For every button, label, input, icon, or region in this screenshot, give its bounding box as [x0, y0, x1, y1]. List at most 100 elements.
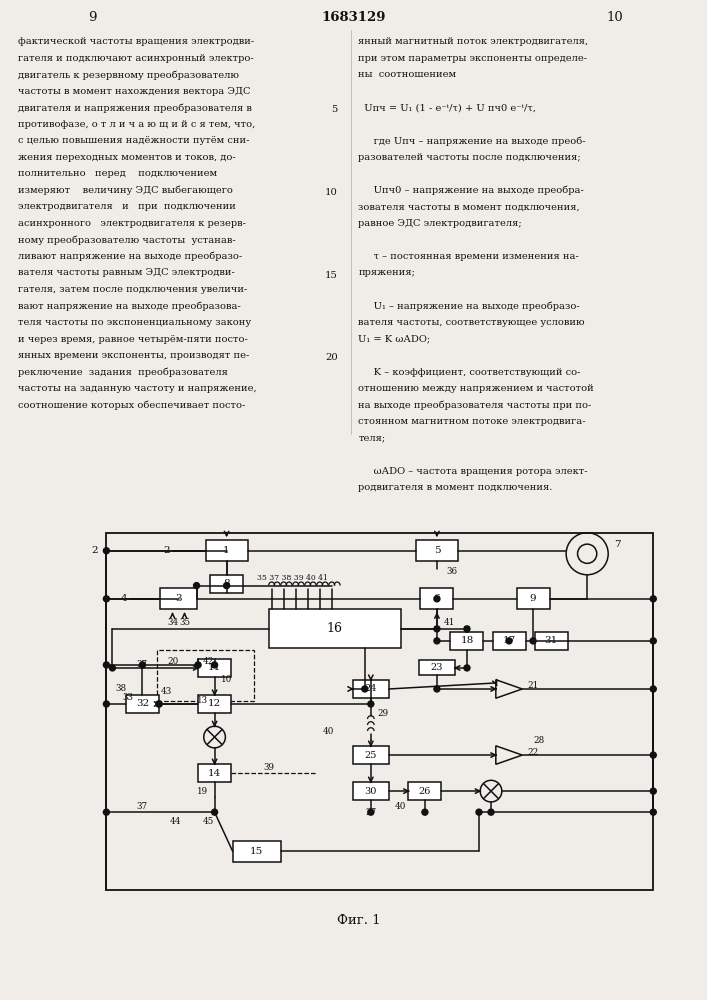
Text: 41: 41 [443, 618, 455, 627]
Text: зователя частоты в момент подключения,: зователя частоты в момент подключения, [358, 202, 580, 211]
Circle shape [103, 701, 110, 707]
Text: при этом параметры экспоненты определе-: при этом параметры экспоненты определе- [358, 54, 588, 63]
Text: 9: 9 [88, 11, 96, 24]
Text: 44: 44 [170, 817, 181, 826]
Text: частоты на заданную частоту и напряжение,: частоты на заданную частоту и напряжение… [18, 384, 257, 393]
Bar [126, 695, 159, 713]
Text: разователей частоты после подключения;: разователей частоты после подключения; [358, 153, 581, 162]
Text: 33: 33 [122, 693, 133, 702]
Bar [534, 632, 568, 650]
Text: ωАDO – частота вращения ротора элект-: ωАDO – частота вращения ротора элект- [358, 467, 588, 476]
Bar [269, 609, 401, 648]
Text: 28: 28 [534, 736, 544, 745]
Text: 3: 3 [175, 594, 182, 603]
Text: 37: 37 [136, 802, 148, 811]
Text: Uпч0 – напряжение на выходе преобра-: Uпч0 – напряжение на выходе преобра- [358, 186, 584, 195]
Text: 45: 45 [203, 817, 214, 826]
Text: фактической частоты вращения электродви-: фактической частоты вращения электродви- [18, 37, 254, 46]
Text: с целью повышения надёжности путём сни-: с целью повышения надёжности путём сни- [18, 136, 249, 145]
Bar [353, 782, 389, 800]
Bar [517, 588, 549, 609]
Text: 8: 8 [223, 579, 230, 588]
Text: электродвигателя   и   при  подключении: электродвигателя и при подключении [18, 202, 235, 211]
Circle shape [362, 686, 368, 692]
Text: теля;: теля; [358, 434, 385, 443]
Text: U₁ = K ωАDO;: U₁ = K ωАDO; [358, 335, 431, 344]
Text: 21: 21 [527, 681, 539, 690]
Circle shape [650, 752, 656, 758]
Circle shape [368, 809, 374, 815]
Text: соотношение которых обеспечивает посто-: соотношение которых обеспечивает посто- [18, 401, 245, 410]
Text: 18: 18 [460, 636, 474, 645]
Circle shape [650, 638, 656, 644]
Bar [198, 695, 231, 713]
Text: янных времени экспоненты, производят пе-: янных времени экспоненты, производят пе- [18, 351, 249, 360]
Text: полнительно   перед    подключением: полнительно перед подключением [18, 169, 217, 178]
Circle shape [103, 662, 110, 668]
Text: теля частоты по экспоненциальному закону: теля частоты по экспоненциальному закону [18, 318, 251, 327]
Text: 22: 22 [527, 748, 539, 757]
Text: 20: 20 [325, 353, 338, 362]
Circle shape [650, 809, 656, 815]
Bar [353, 746, 389, 764]
Circle shape [139, 662, 146, 668]
Text: измеряют    величину ЭДС выбегающего: измеряют величину ЭДС выбегающего [18, 186, 233, 195]
Text: 35 37 38 39 40 41: 35 37 38 39 40 41 [257, 574, 328, 582]
Text: стоянном магнитном потоке электродвига-: стоянном магнитном потоке электродвига- [358, 417, 586, 426]
Text: янный магнитный поток электродвигателя,: янный магнитный поток электродвигателя, [358, 37, 588, 46]
Text: 15: 15 [250, 847, 263, 856]
Circle shape [195, 662, 201, 668]
Text: 29: 29 [378, 709, 388, 718]
Text: Фиг. 1: Фиг. 1 [337, 914, 380, 927]
Circle shape [103, 596, 110, 602]
Text: вают напряжение на выходе преобразова-: вают напряжение на выходе преобразова- [18, 301, 240, 311]
Text: 5: 5 [433, 546, 440, 555]
Circle shape [650, 596, 656, 602]
Circle shape [194, 583, 199, 589]
Text: 13: 13 [197, 696, 208, 705]
Text: вателя частоты равным ЭДС электродви-: вателя частоты равным ЭДС электродви- [18, 268, 235, 277]
Text: 7: 7 [614, 540, 621, 549]
Text: 23: 23 [431, 663, 443, 672]
Text: двигатель к резервному преобразователю: двигатель к резервному преобразователю [18, 70, 239, 80]
Text: 26: 26 [419, 787, 431, 796]
Text: 40: 40 [395, 802, 407, 811]
Text: 11: 11 [208, 663, 221, 672]
Bar [409, 782, 441, 800]
Text: 36: 36 [446, 567, 457, 576]
Bar [198, 764, 231, 782]
Text: 42: 42 [203, 657, 214, 666]
Text: 35: 35 [179, 618, 190, 627]
Text: 37: 37 [136, 660, 148, 669]
Text: U₁ – напряжение на выходе преобразо-: U₁ – напряжение на выходе преобразо- [358, 301, 580, 311]
Text: частоты в момент нахождения вектора ЭДС: частоты в момент нахождения вектора ЭДС [18, 87, 250, 96]
Text: 1: 1 [223, 546, 230, 555]
Circle shape [434, 686, 440, 692]
Text: τ – постоянная времени изменения на-: τ – постоянная времени изменения на- [358, 252, 579, 261]
Text: 39: 39 [263, 763, 274, 772]
Text: 25: 25 [365, 751, 377, 760]
Circle shape [103, 809, 110, 815]
Bar [419, 660, 455, 675]
Circle shape [368, 701, 374, 707]
Circle shape [211, 662, 218, 668]
Text: 4: 4 [121, 594, 128, 603]
Text: равное ЭДС электродвигателя;: равное ЭДС электродвигателя; [358, 219, 522, 228]
Text: 32: 32 [136, 699, 149, 708]
Text: 10: 10 [607, 11, 624, 24]
Text: Uпч = U₁ (1 - e⁻ᵗ/τ) + U пч0 e⁻ᵗ/τ,: Uпч = U₁ (1 - e⁻ᵗ/τ) + U пч0 e⁻ᵗ/τ, [358, 103, 537, 112]
Circle shape [488, 809, 494, 815]
Text: асинхронного   электродвигателя к резерв-: асинхронного электродвигателя к резерв- [18, 219, 245, 228]
Circle shape [211, 809, 218, 815]
Circle shape [422, 809, 428, 815]
Text: 1683129: 1683129 [321, 11, 386, 24]
Bar [206, 540, 247, 561]
Circle shape [650, 686, 656, 692]
Text: 17: 17 [503, 636, 515, 645]
Bar [198, 659, 231, 677]
Text: 19: 19 [197, 787, 208, 796]
Circle shape [223, 583, 230, 589]
Text: ливают напряжение на выходе преобразо-: ливают напряжение на выходе преобразо- [18, 252, 242, 261]
Text: 5: 5 [332, 105, 338, 114]
Text: гателя, затем после подключения увеличи-: гателя, затем после подключения увеличи- [18, 285, 247, 294]
